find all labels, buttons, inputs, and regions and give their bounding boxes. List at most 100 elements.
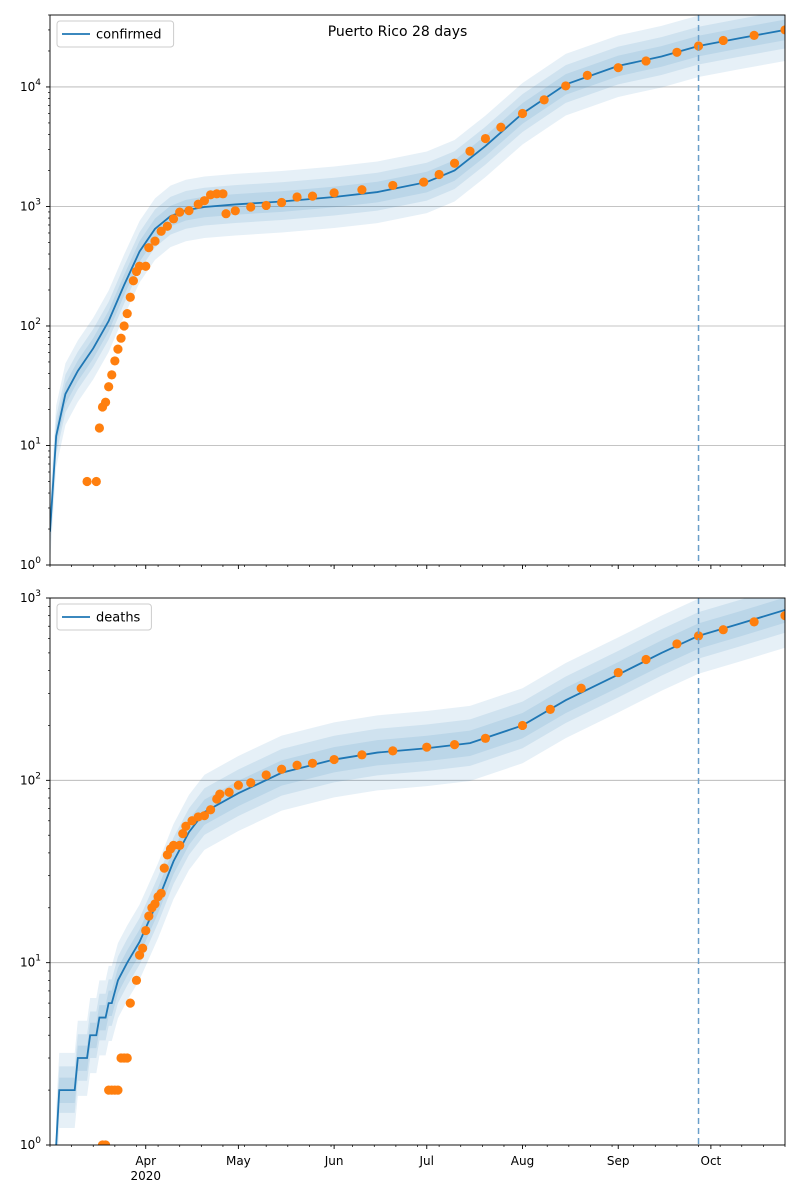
data-point xyxy=(91,476,101,487)
data-point xyxy=(110,356,120,366)
data-point xyxy=(168,214,179,224)
data-point xyxy=(539,95,549,105)
data-point xyxy=(329,754,339,765)
x-tick-label: Oct xyxy=(701,1154,722,1168)
data-point xyxy=(82,476,92,487)
data-point xyxy=(277,197,287,208)
data-point xyxy=(218,189,228,199)
chart-title: Puerto Rico 28 days xyxy=(328,24,468,40)
legend: deaths xyxy=(56,603,152,631)
data-point xyxy=(162,221,172,231)
data-point xyxy=(480,733,491,743)
data-point xyxy=(175,207,185,217)
data-point xyxy=(517,720,528,731)
data-point xyxy=(128,276,138,286)
data-point xyxy=(480,133,491,144)
data-point xyxy=(613,667,623,678)
data-point xyxy=(641,654,651,665)
legend-box xyxy=(56,20,175,48)
x-tick-label: Jul xyxy=(419,1154,434,1168)
data-point xyxy=(718,35,728,46)
data-point xyxy=(496,122,506,132)
data-point xyxy=(205,805,216,815)
data-point xyxy=(261,200,271,211)
data-point xyxy=(277,764,287,774)
y-tick-label: 103 xyxy=(20,197,41,213)
legend-label: confirmed xyxy=(96,28,162,43)
data-point xyxy=(125,998,135,1008)
data-point xyxy=(122,1053,132,1063)
data-point xyxy=(150,236,160,246)
uncertainty-band xyxy=(50,15,785,551)
data-point xyxy=(307,758,318,768)
data-point xyxy=(141,925,151,936)
data-point xyxy=(215,789,225,799)
data-point xyxy=(131,975,142,985)
plot-area xyxy=(55,598,785,1145)
data-point xyxy=(100,397,111,407)
y-tick-label: 101 xyxy=(20,954,41,970)
x-tick-label: Apr xyxy=(135,1154,156,1168)
x-tick-label: Aug xyxy=(511,1154,534,1168)
y-tick-label: 103 xyxy=(20,589,41,605)
data-point xyxy=(718,625,728,635)
data-point xyxy=(434,169,444,180)
data-point xyxy=(199,811,210,821)
data-point xyxy=(107,370,117,380)
data-point xyxy=(292,192,302,202)
data-point xyxy=(693,631,704,641)
data-point xyxy=(141,261,151,271)
data-point xyxy=(116,333,126,343)
data-point xyxy=(144,243,154,253)
y-tick-label: 101 xyxy=(20,436,41,452)
uncertainty-band xyxy=(50,19,785,542)
axes-frame xyxy=(49,14,786,566)
data-point xyxy=(449,158,460,168)
data-point xyxy=(100,1140,111,1145)
series-line-confirmed xyxy=(50,29,785,532)
legend-box xyxy=(56,603,152,631)
data-point xyxy=(113,344,123,354)
data-point xyxy=(94,423,105,433)
data-point xyxy=(576,683,586,693)
series-line-deaths xyxy=(55,609,785,1145)
data-point xyxy=(178,829,188,839)
data-point xyxy=(122,308,132,319)
data-point xyxy=(613,63,623,73)
data-point xyxy=(104,382,114,392)
data-point xyxy=(465,146,475,156)
data-point xyxy=(672,639,682,649)
plot-area xyxy=(50,15,785,563)
data-point xyxy=(230,206,240,216)
data-point xyxy=(144,911,154,921)
uncertainty-band xyxy=(56,598,785,1145)
data-point xyxy=(545,704,555,714)
data-point xyxy=(357,750,367,760)
data-point xyxy=(119,321,129,331)
data-point xyxy=(138,943,148,953)
data-point xyxy=(113,1085,123,1095)
y-tick-label: 104 xyxy=(20,78,41,94)
legend-label: deaths xyxy=(96,611,141,626)
uncertainty-band xyxy=(50,15,785,563)
data-point xyxy=(150,899,160,909)
data-point xyxy=(357,185,367,195)
x-tick-label: Sep xyxy=(607,1154,630,1168)
data-point xyxy=(184,206,194,216)
legend: confirmed xyxy=(56,20,175,48)
data-point xyxy=(388,746,398,756)
data-point xyxy=(221,209,231,219)
data-point xyxy=(199,196,210,206)
data-point xyxy=(134,950,145,960)
data-point xyxy=(749,30,759,41)
data-point xyxy=(780,611,785,621)
data-point xyxy=(561,81,571,91)
chart-panel-1: 100 101 102 103 104 Puerto Rico 28 days confir… xyxy=(20,14,786,572)
x-tick-label: May xyxy=(226,1154,251,1168)
data-point xyxy=(159,863,169,873)
data-point xyxy=(329,188,339,198)
data-point xyxy=(156,226,166,236)
y-tick-label: 100 xyxy=(20,1136,41,1152)
